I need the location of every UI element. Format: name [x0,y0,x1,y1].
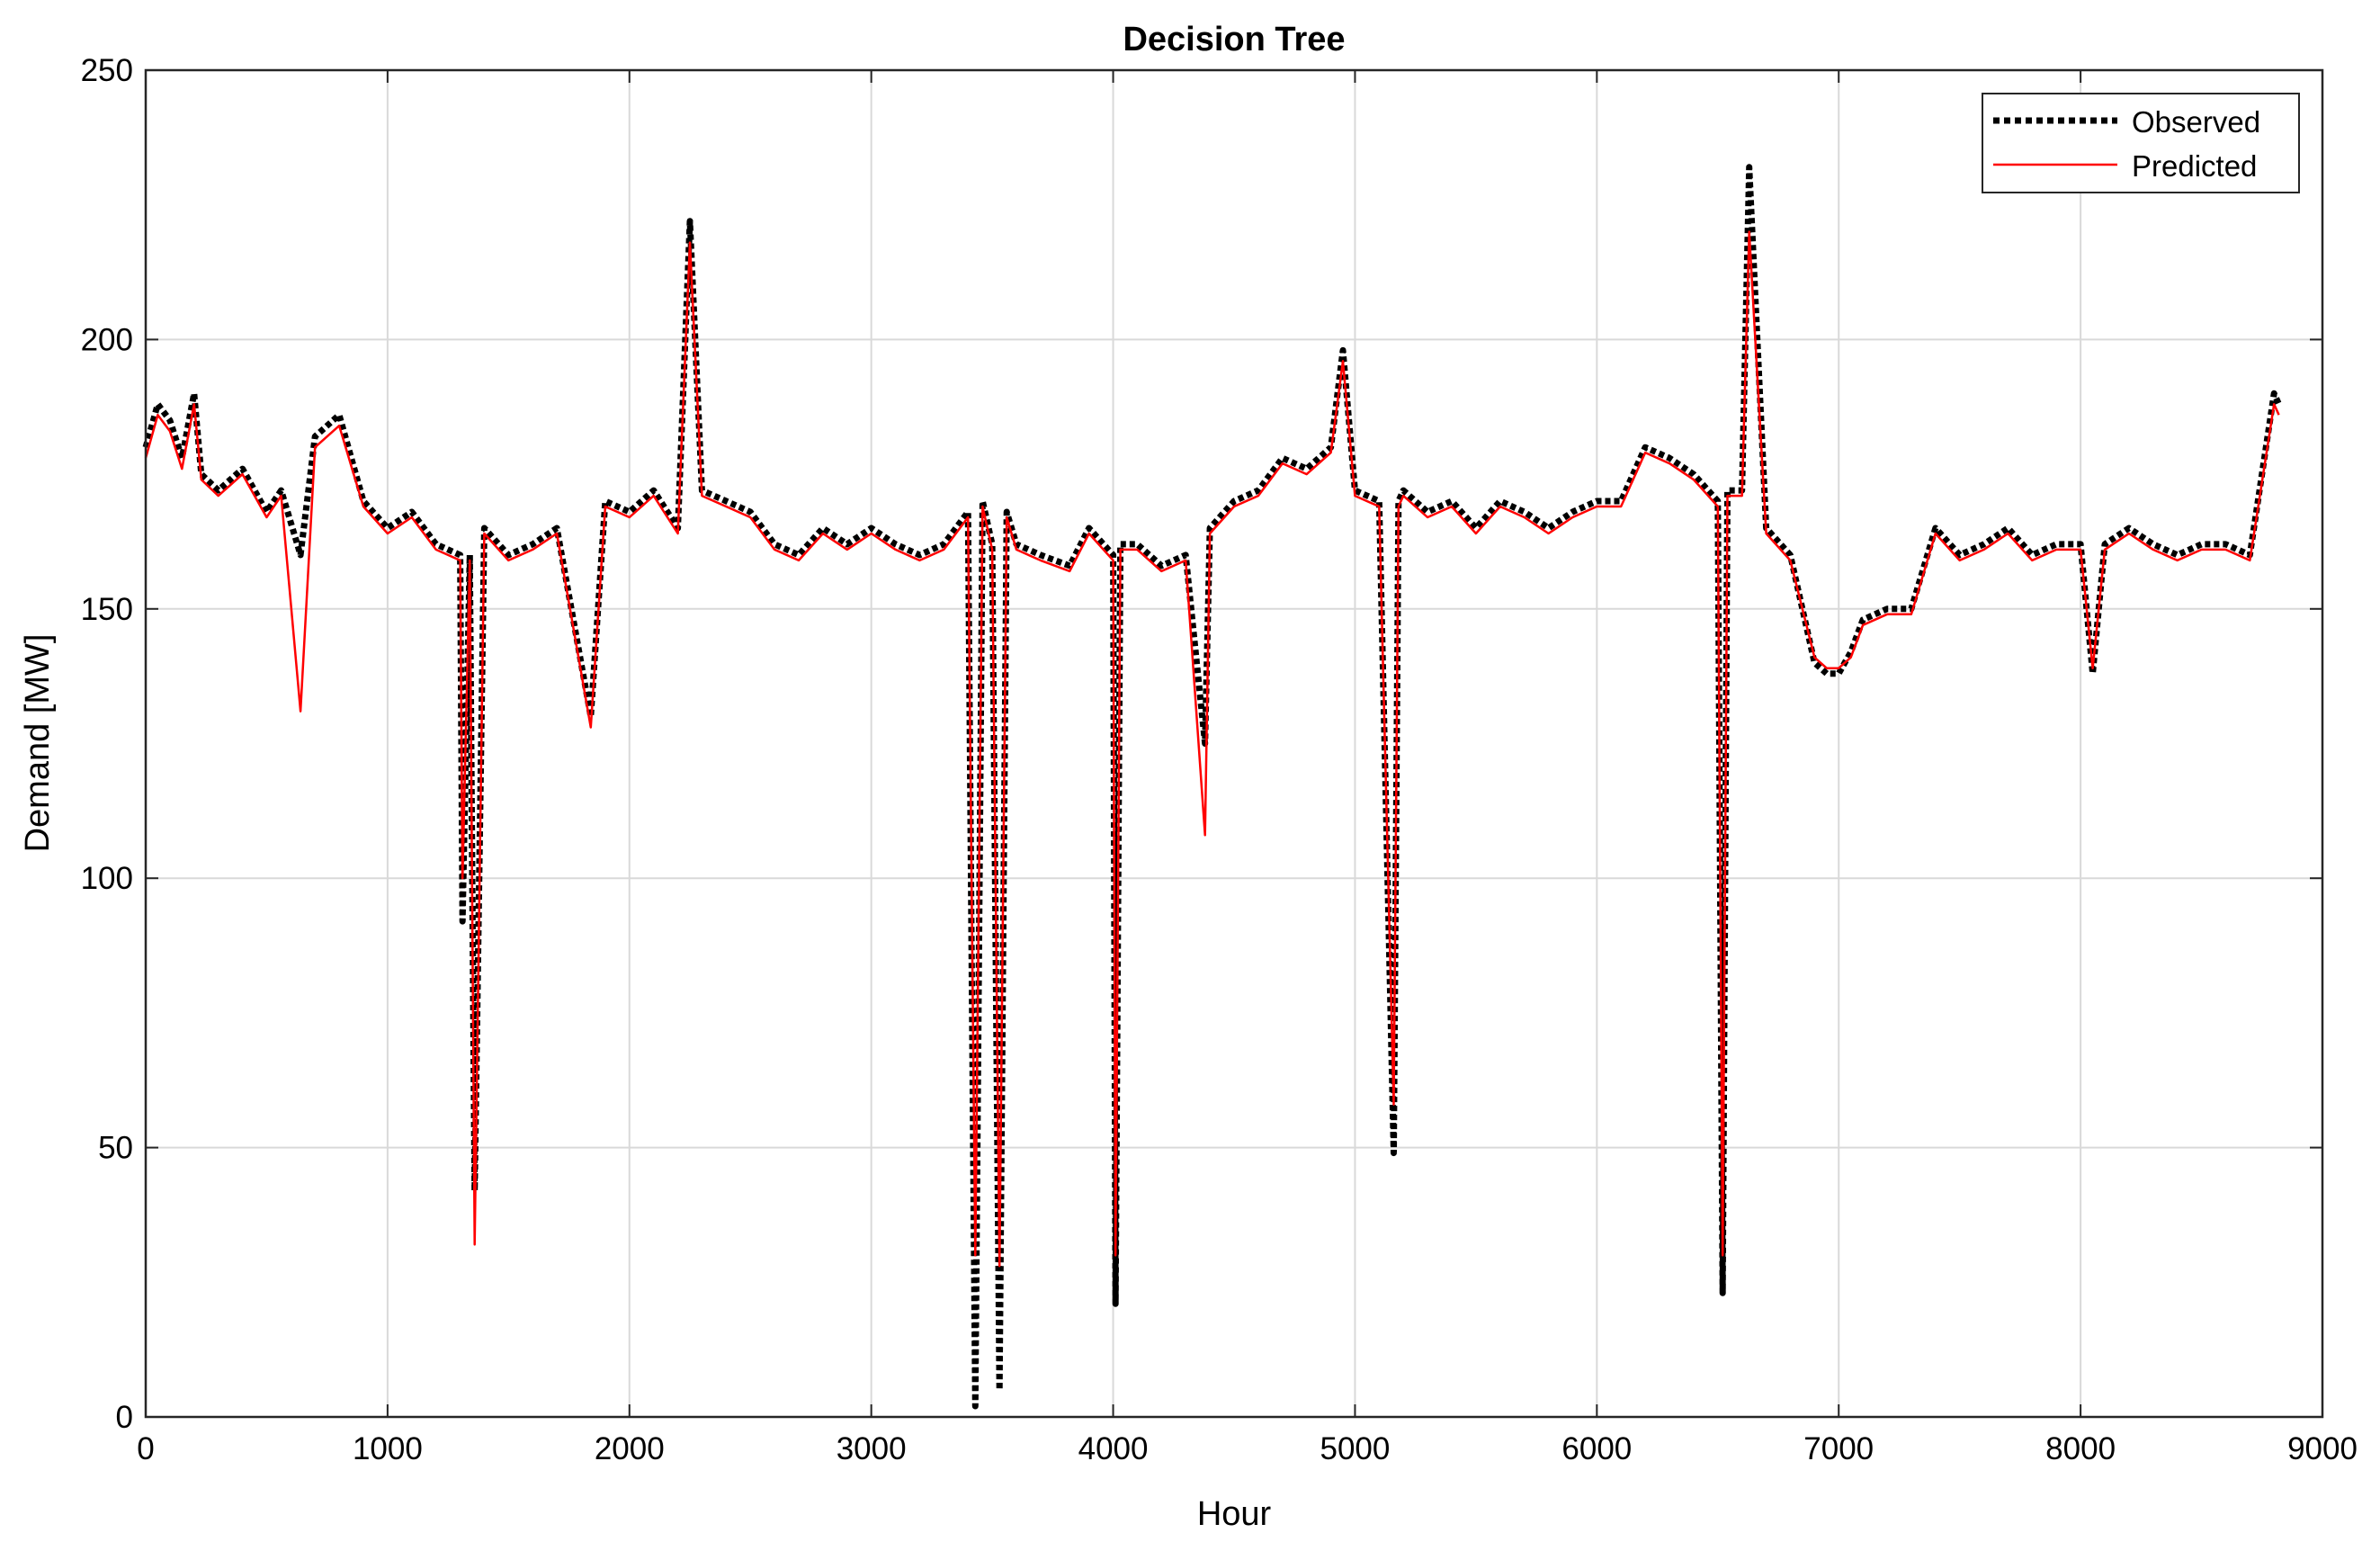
y-tick-label: 250 [81,53,133,88]
series-layer [142,164,2282,1410]
x-tick-label: 8000 [2045,1431,2116,1466]
y-tick-label: 0 [116,1400,133,1435]
x-tick-label: 0 [137,1431,154,1466]
y-tick-label: 100 [81,861,133,896]
series-line-predicted [144,230,2280,1268]
legend-label-predicted: Predicted [2132,149,2257,183]
legend-box [1982,93,2300,193]
y-tick-label: 50 [98,1131,133,1166]
chart-title: Decision Tree [1123,21,1345,58]
x-tick-label: 7000 [1803,1431,1874,1466]
ticks: 0 1000 2000 3000 4000 5000 6000 7000 8000 9000 0 50… [81,53,2358,1466]
x-tick-label: 9000 [2287,1431,2358,1466]
x-tick-label: 3000 [837,1431,907,1466]
legend: Observed Predicted [1982,93,2300,193]
y-tick-label: 200 [81,322,133,357]
plot-frame [144,68,2324,1419]
y-axis-label: Demand [MW] [19,634,57,853]
x-tick-label: 1000 [353,1431,423,1466]
x-tick-label: 2000 [595,1431,665,1466]
x-tick-label: 6000 [1561,1431,1632,1466]
x-tick-label: 5000 [1320,1431,1391,1466]
x-tick-label: 4000 [1078,1431,1149,1466]
y-tick-label: 150 [81,592,133,627]
x-axis-label: Hour [1197,1495,1272,1533]
legend-label-observed: Observed [2132,105,2260,139]
